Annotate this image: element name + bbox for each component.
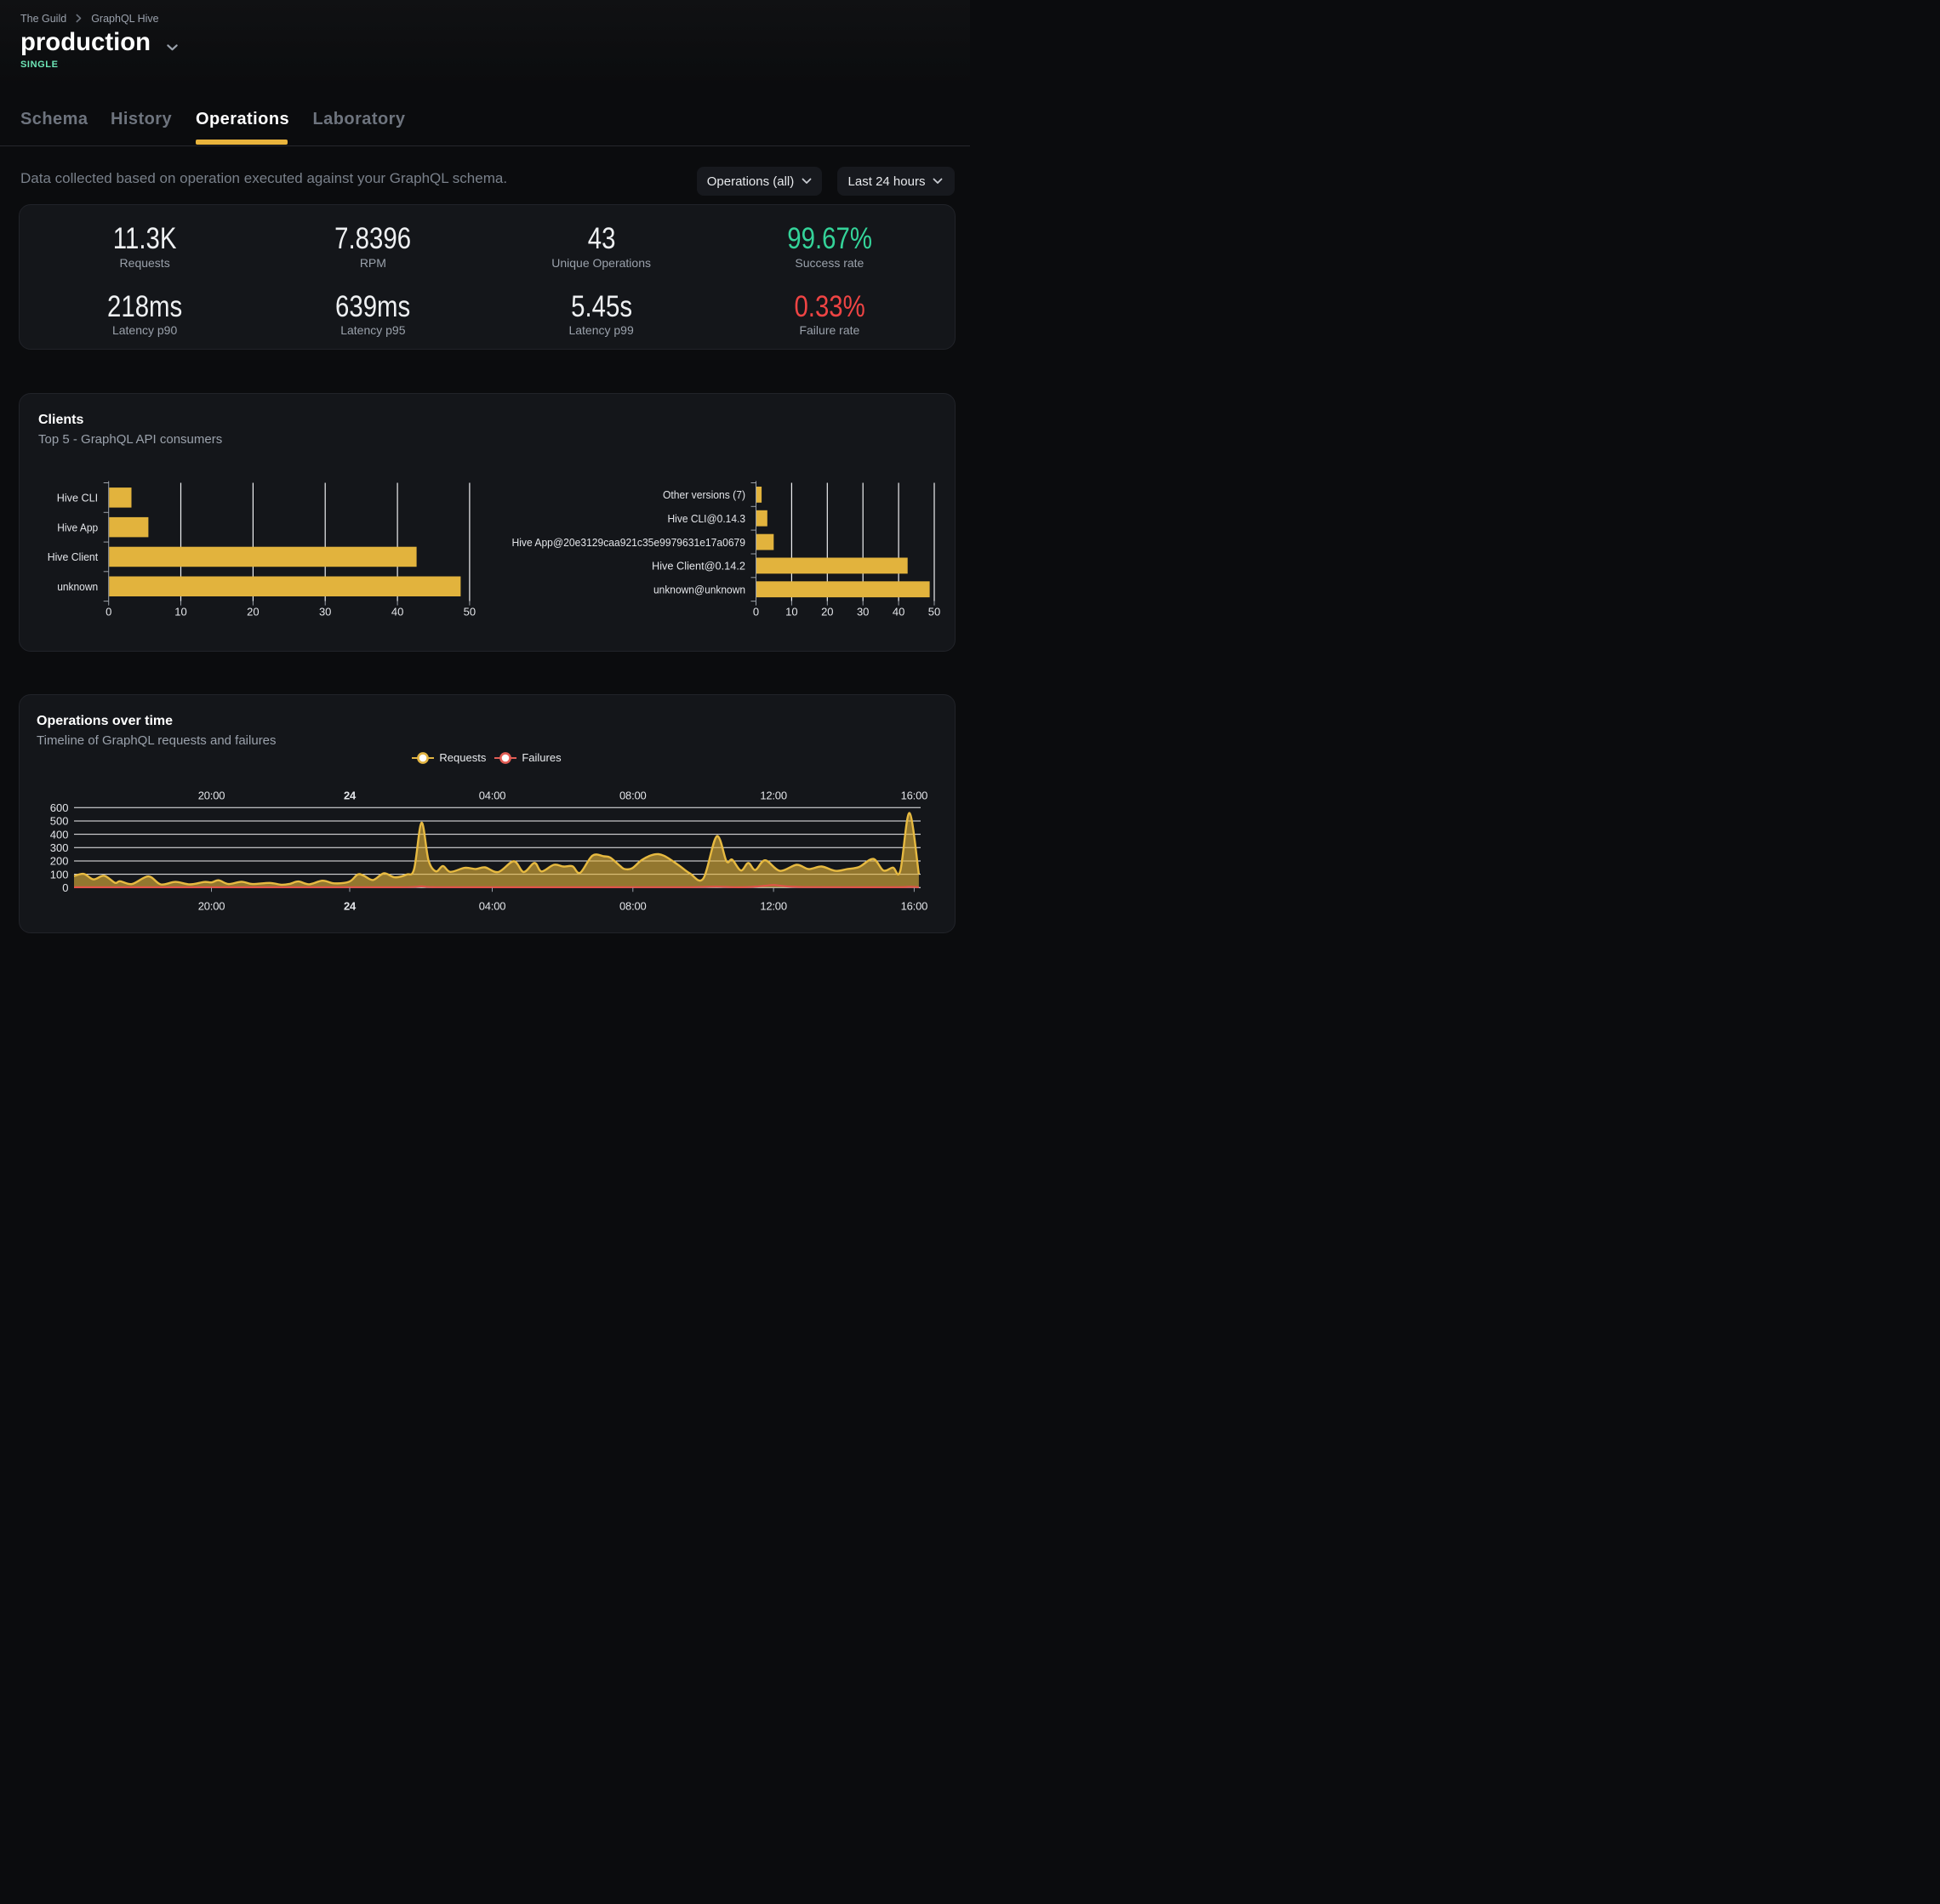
svg-text:12:00: 12:00: [760, 790, 787, 802]
svg-text:10: 10: [174, 605, 186, 618]
svg-text:08:00: 08:00: [619, 899, 647, 912]
svg-text:unknown: unknown: [57, 580, 98, 593]
svg-text:Hive CLI@0.14.3: Hive CLI@0.14.3: [668, 512, 746, 525]
svg-text:300: 300: [50, 841, 69, 854]
svg-text:100: 100: [50, 868, 69, 881]
svg-text:Hive CLI: Hive CLI: [57, 492, 99, 505]
svg-text:12:00: 12:00: [760, 899, 787, 912]
svg-text:Other versions (7): Other versions (7): [663, 488, 745, 501]
svg-text:Hive App@20e3129caa921c35e9979: Hive App@20e3129caa921c35e9979631e17a067…: [512, 536, 746, 549]
svg-text:40: 40: [893, 605, 904, 618]
svg-text:08:00: 08:00: [619, 790, 647, 802]
svg-text:50: 50: [464, 605, 476, 618]
svg-text:20:00: 20:00: [198, 790, 225, 802]
svg-text:40: 40: [391, 605, 403, 618]
svg-text:Hive Client@0.14.2: Hive Client@0.14.2: [652, 560, 745, 573]
svg-text:20: 20: [821, 605, 833, 618]
svg-text:500: 500: [50, 815, 69, 828]
svg-text:30: 30: [857, 605, 869, 618]
svg-text:16:00: 16:00: [901, 899, 928, 912]
svg-text:unknown@unknown: unknown@unknown: [653, 583, 745, 596]
svg-text:0: 0: [62, 881, 68, 894]
svg-text:24: 24: [344, 790, 357, 802]
svg-text:200: 200: [50, 855, 69, 868]
svg-text:04:00: 04:00: [479, 790, 506, 802]
svg-text:0: 0: [106, 605, 111, 618]
svg-text:04:00: 04:00: [479, 899, 506, 912]
svg-text:20:00: 20:00: [198, 899, 225, 912]
svg-text:16:00: 16:00: [901, 790, 928, 802]
svg-text:50: 50: [928, 605, 940, 618]
svg-text:20: 20: [247, 605, 259, 618]
svg-text:30: 30: [319, 605, 331, 618]
svg-text:24: 24: [344, 899, 357, 912]
svg-text:10: 10: [785, 605, 797, 618]
svg-text:Hive App: Hive App: [57, 521, 98, 533]
svg-text:600: 600: [50, 801, 69, 814]
svg-text:0: 0: [753, 605, 759, 618]
svg-text:Hive Client: Hive Client: [48, 550, 99, 563]
svg-text:400: 400: [50, 828, 69, 841]
